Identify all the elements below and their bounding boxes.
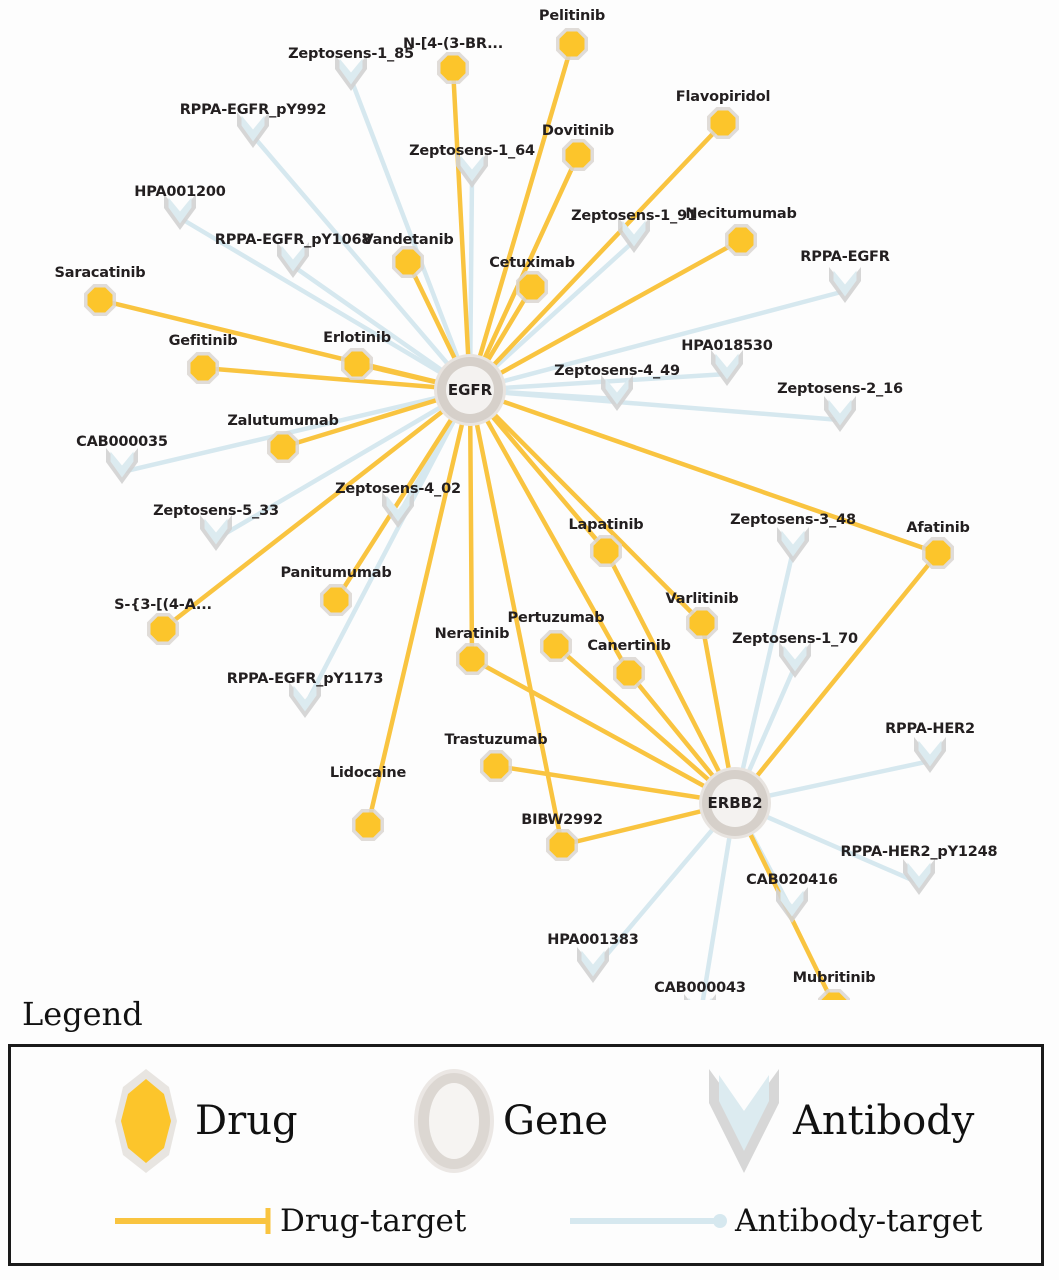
drug-node[interactable] [686,607,718,639]
network-graph-canvas[interactable] [0,0,1059,1000]
drug-node[interactable] [562,139,594,171]
drug-target-edge [200,365,473,393]
drug-target-edge [160,387,473,632]
drug-node[interactable] [613,657,645,689]
antibody-target-edge [467,387,843,423]
antibody-target-edge [119,387,473,475]
legend-label-drug: Drug [195,1098,298,1144]
legend-item-drug-target: Drug-target [111,1201,466,1241]
gene-icon [414,1069,494,1173]
antibody-target-edge [302,387,473,709]
antibody-target-edge-icon [570,1214,727,1228]
drug-node[interactable] [540,630,572,662]
drug-node[interactable] [707,107,739,139]
antibody-target-edge [590,800,738,974]
drug-node[interactable] [590,535,622,567]
drug-node[interactable] [556,28,588,60]
drug-node[interactable] [546,829,578,861]
legend-label-gene: Gene [503,1098,609,1144]
antibody-node[interactable] [776,887,808,923]
drug-target-edge [450,65,473,393]
drug-icon [115,1069,177,1173]
legend-box: Drug Gene Antibody [8,1044,1044,1266]
antibody-target-edges [119,76,933,1000]
legend-label-drug-target: Drug-target [280,1202,467,1239]
drug-node[interactable] [267,431,299,463]
antibody-target-edge [467,288,848,393]
drug-node[interactable] [922,537,954,569]
drug-node[interactable] [84,284,116,316]
antibody-node[interactable] [829,267,861,303]
drug-node[interactable] [725,224,757,256]
antibody-target-edge [213,387,473,542]
legend-item-antibody: Antibody [701,1065,974,1177]
drug-node[interactable] [187,352,219,384]
drug-node[interactable] [320,584,352,616]
drug-node[interactable] [516,271,548,303]
antibody-target-edge [732,548,796,806]
antibody-node[interactable] [237,112,269,148]
legend-item-drug: Drug [103,1065,298,1177]
legend-label-antibody: Antibody [793,1098,975,1144]
antibody-target-edge [290,263,473,393]
drug-node[interactable] [147,613,179,645]
antibody-node[interactable] [618,217,650,253]
antibody-node[interactable] [289,682,321,718]
drug-target-edge [333,387,473,603]
legend-item-antibody-target: Antibody-target [566,1201,982,1241]
drug-target-edge [732,550,941,806]
antibody-node[interactable] [824,396,856,432]
gene-node-label: EGFR [447,381,493,399]
antibody-node[interactable] [777,527,809,563]
drug-node[interactable] [818,989,850,1000]
antibody-node[interactable] [106,448,138,484]
antibody-node[interactable] [684,994,716,1000]
drug-target-edge-icon [115,1208,271,1234]
drug-target-edge [467,387,705,626]
drug-target-edge [467,120,726,393]
drug-node[interactable] [392,246,424,278]
antibody-node[interactable] [903,859,935,895]
drug-target-edge [467,387,565,848]
drug-node[interactable] [352,809,384,841]
drug-target-edge [467,387,941,556]
drug-node[interactable] [341,348,373,380]
legend-item-gene: Gene [411,1065,608,1177]
drug-target-edge [467,237,744,393]
drug-target-edge [365,387,473,828]
antibody-node[interactable] [711,350,743,386]
drug-node[interactable] [437,52,469,84]
antibody-target-edge [177,215,473,393]
drug-node[interactable] [480,750,512,782]
antibody-node[interactable] [577,947,609,983]
antibody-node[interactable] [335,55,367,91]
drug-target-edge [603,548,738,806]
antibody-target-edge [348,76,473,393]
antibody-node[interactable] [914,737,946,773]
legend-shape-row: Drug Gene Antibody [11,1061,1041,1181]
drug-target-edge [469,656,738,806]
antibody-target-edge [250,133,473,393]
drug-target-edge [553,643,738,806]
antibody-icon [709,1069,779,1173]
antibody-target-edge [467,238,637,393]
antibody-target-edge [700,800,738,1000]
legend-edge-row: Drug-target Antibody-target [11,1197,1041,1257]
antibody-node[interactable] [779,642,811,678]
antibody-target-edge [467,371,730,393]
drug-target-edge [467,387,475,662]
legend-label-antibody-target: Antibody-target [735,1202,983,1239]
drug-node[interactable] [456,643,488,675]
antibody-node[interactable] [200,515,232,551]
drug-target-edge [467,41,575,393]
drug-target-edge [467,387,632,676]
legend-title: Legend [22,995,143,1033]
drug-target-edge [493,763,738,806]
gene-node-label: ERBB2 [707,794,763,812]
